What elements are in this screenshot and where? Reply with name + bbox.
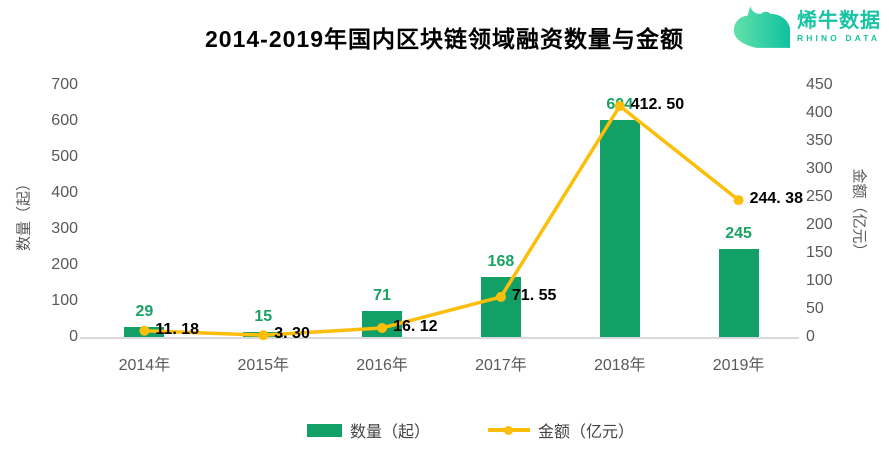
left-axis-tick-400: 400	[51, 184, 78, 201]
line-series-swatch	[488, 424, 530, 437]
chart-title: 2014-2019年国内区块链领域融资数量与金额	[205, 26, 684, 52]
x-axis-label-5: 2018年	[593, 357, 646, 374]
right-axis-tick-250: 250	[806, 188, 833, 205]
line-value-label-2015年: 3. 30	[274, 325, 310, 343]
line-point-2019年	[733, 195, 744, 206]
bar-series-swatch	[306, 423, 342, 437]
chart-legend: 数量（起） 金额（亿元）	[26, 418, 889, 442]
left-axis-tick-500: 500	[51, 148, 78, 165]
rhino-data-logo: 烯牛数据 RHINO DATA	[729, 4, 881, 49]
logo-name-cn: 烯牛数据	[797, 9, 881, 32]
left-axis-tick-100: 100	[51, 292, 78, 309]
right-axis-tick-400: 400	[806, 104, 833, 121]
left-axis-title: 数量（起）	[15, 176, 33, 252]
bar-value-label-2016年: 71	[373, 287, 391, 305]
x-axis-label-2: 2015年	[237, 357, 290, 374]
line-value-label-2019年: 244. 38	[749, 190, 803, 208]
right-axis-title: 金额（亿元）	[850, 168, 868, 259]
logo-text: 烯牛数据 RHINO DATA	[797, 11, 881, 43]
legend-label-line: 金额（亿元）	[538, 424, 635, 441]
left-axis-tick-300: 300	[51, 220, 78, 237]
x-axis-label-1: 2014年	[118, 357, 171, 374]
line-value-label-2017年: 71. 55	[511, 286, 557, 304]
legend-item-line: 金额（亿元）	[488, 418, 634, 442]
right-axis-tick-450: 450	[806, 76, 833, 93]
legend-label-bars: 数量（起）	[349, 424, 430, 441]
bar-2018年	[599, 119, 640, 337]
left-axis-tick-600: 600	[51, 112, 78, 129]
left-axis-tick-700: 700	[51, 76, 78, 93]
bar-2019年	[718, 248, 759, 337]
legend-item-bars: 数量（起）	[306, 418, 430, 442]
right-axis-tick-200: 200	[806, 216, 833, 233]
x-axis-label-4: 2017年	[475, 357, 527, 374]
bar-value-label-2014年: 29	[135, 302, 154, 320]
bar-value-label-2015年: 15	[254, 307, 273, 325]
x-axis-line	[80, 337, 799, 339]
bar-value-label-2017年: 168	[487, 252, 515, 270]
right-axis-tick-100: 100	[806, 272, 833, 289]
right-axis-tick-0: 0	[806, 328, 815, 345]
line-swatch-dot	[504, 425, 513, 435]
right-axis-tick-50: 50	[806, 300, 824, 317]
x-axis-label-6: 2019年	[712, 357, 765, 374]
left-axis-tick-200: 200	[51, 256, 78, 273]
right-axis-tick-150: 150	[806, 244, 833, 261]
left-axis-tick-0: 0	[69, 328, 78, 345]
line-value-label-2016年: 16. 12	[393, 317, 438, 335]
rhino-logo-icon	[733, 6, 791, 48]
line-value-label-2018年: 412. 50	[630, 96, 685, 113]
x-axis-label-3: 2016年	[356, 357, 408, 374]
right-axis-tick-300: 300	[806, 160, 833, 177]
bar-2017年	[480, 276, 521, 337]
logo-name-en: RHINO DATA	[797, 32, 881, 43]
line-value-label-2014年: 11. 18	[155, 320, 200, 338]
bar-value-label-2019年: 245	[725, 224, 752, 242]
right-axis-tick-350: 350	[806, 132, 833, 149]
line-path	[142, 104, 741, 337]
